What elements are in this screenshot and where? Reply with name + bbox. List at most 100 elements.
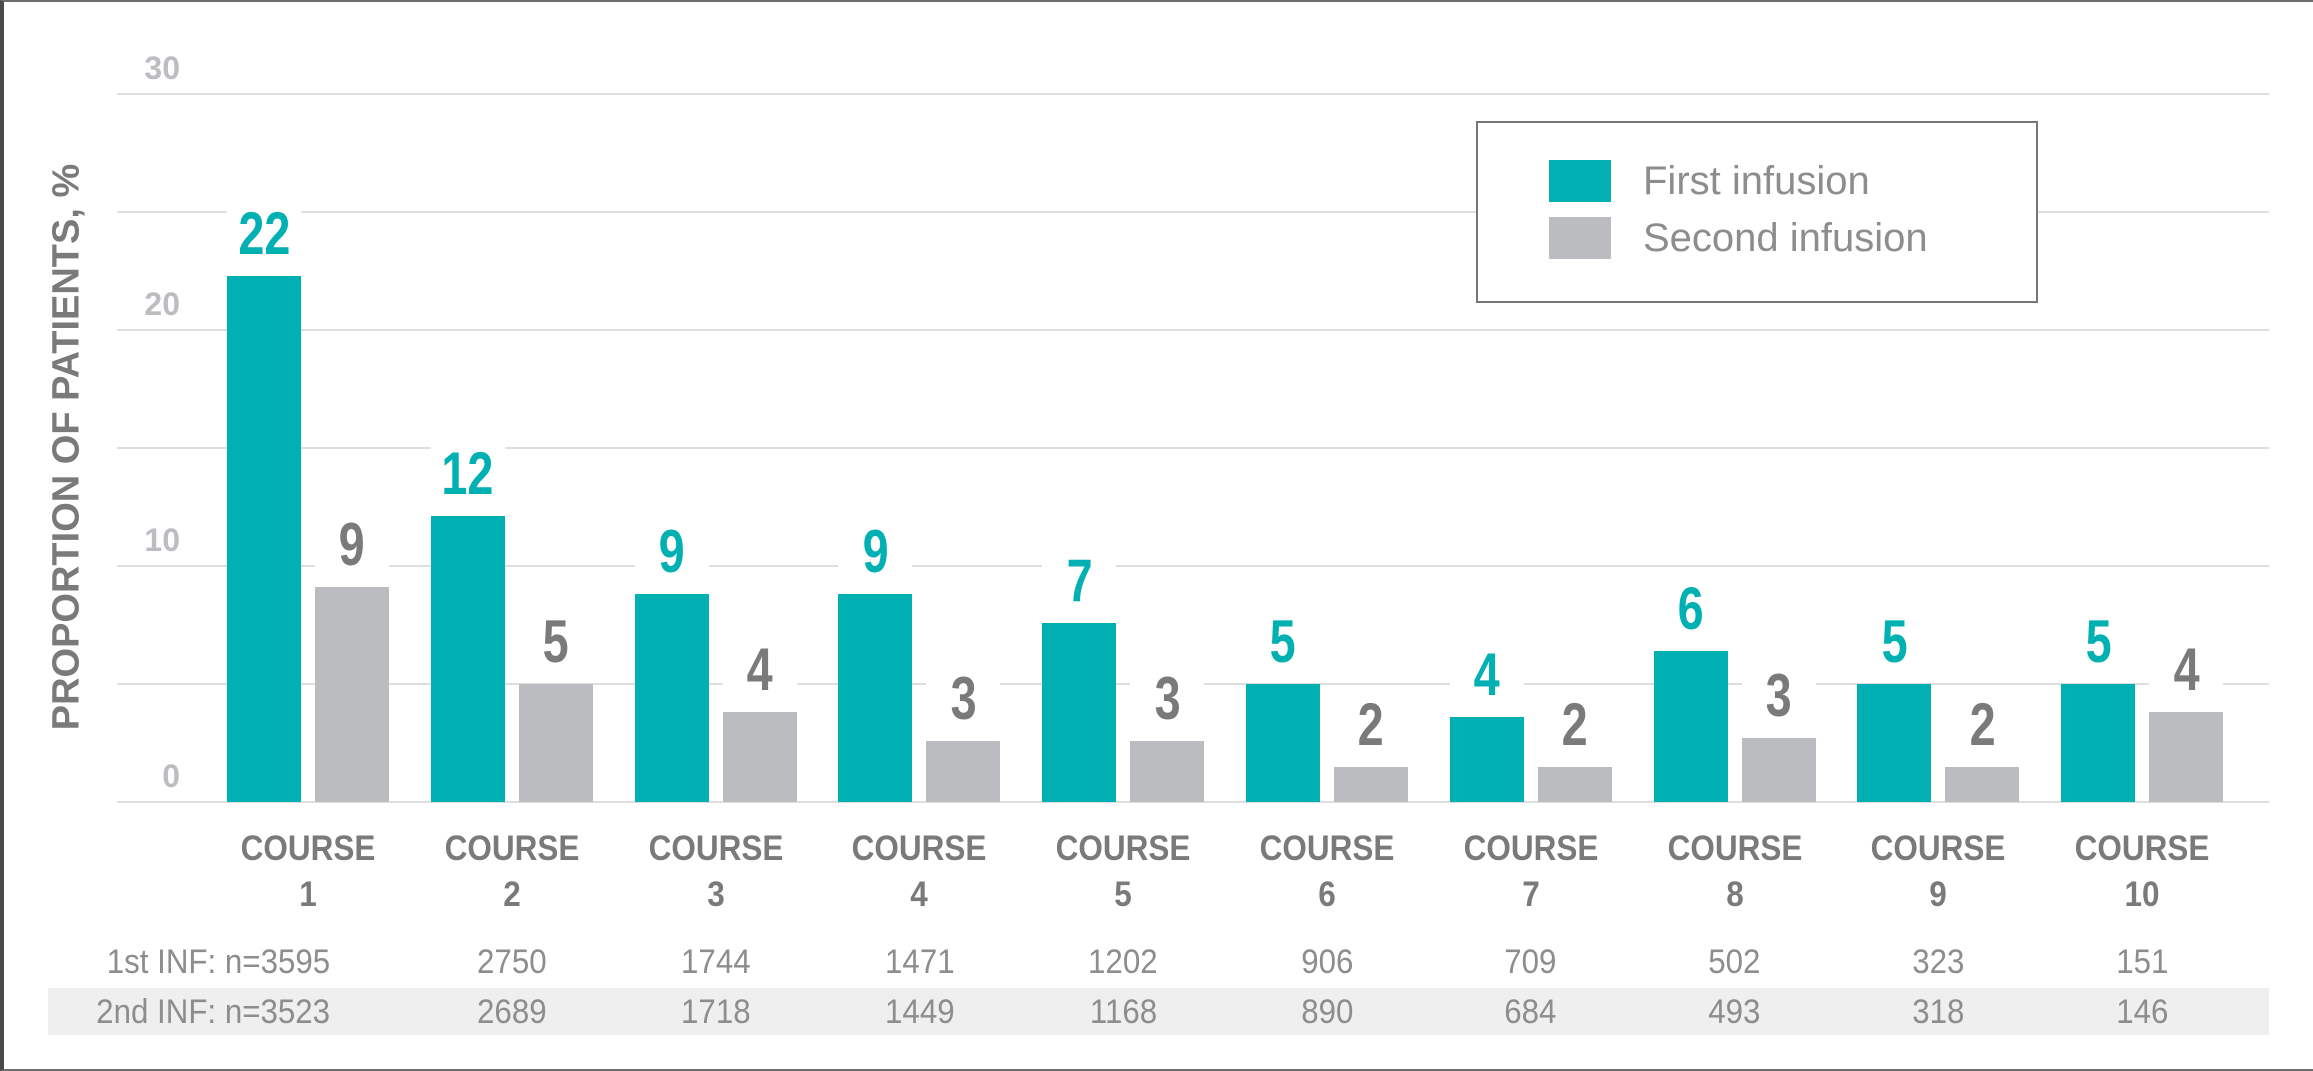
value-label-second-course-10: 4 — [2149, 640, 2224, 701]
value-label-second-course-8: 3 — [1741, 666, 1816, 727]
x-label-word: COURSE — [1259, 829, 1395, 868]
value-label-second-course-4: 3 — [926, 668, 1001, 729]
value-label-second-course-5: 3 — [1130, 668, 1205, 729]
x-label-course-6: COURSE 6 — [1225, 826, 1429, 918]
bar-first-course-2 — [430, 516, 505, 802]
gridline — [117, 447, 2269, 449]
legend-swatch-second-icon — [1549, 217, 1611, 259]
table-cell-row2-course-10: 146 — [2116, 993, 2169, 1031]
x-label-number: 5 — [1114, 875, 1132, 914]
legend: First infusion Second infusion — [1476, 121, 2038, 303]
table-cell-row1-course-3: 1744 — [680, 943, 751, 981]
value-label-first-course-2: 12 — [430, 444, 505, 505]
table-row-label-second: 2nd INF: n=3523 — [95, 993, 330, 1031]
bar-second-course-3 — [722, 712, 797, 802]
value-label-first-course-1: 22 — [227, 203, 301, 264]
legend-label-first: First infusion — [1643, 159, 1870, 203]
table-cell-row2-course-5: 1168 — [1089, 993, 1157, 1031]
x-label-course-8: COURSE 8 — [1633, 826, 1837, 918]
gridline — [117, 93, 2269, 95]
bar-second-course-9 — [1945, 766, 2020, 802]
x-label-course-5: COURSE 5 — [1021, 826, 1225, 918]
y-tick-label: 0 — [162, 758, 180, 794]
table-cell-row1-course-8: 502 — [1708, 943, 1761, 981]
x-label-course-10: COURSE 10 — [2040, 826, 2244, 918]
legend-swatch-first-icon — [1549, 160, 1611, 202]
x-label-number: 4 — [910, 875, 929, 914]
x-label-word: COURSE — [1871, 829, 2006, 868]
table-row-band — [48, 988, 2269, 1035]
x-label-number: 3 — [706, 875, 725, 914]
bar-second-course-10 — [2149, 712, 2224, 802]
value-label-first-course-5: 7 — [1042, 550, 1117, 611]
x-label-word: COURSE — [444, 829, 580, 868]
x-label-number: 1 — [299, 875, 317, 914]
x-label-number: 8 — [1725, 875, 1744, 914]
value-label-second-course-3: 4 — [722, 640, 797, 701]
value-label-first-course-6: 5 — [1246, 612, 1320, 672]
x-label-course-4: COURSE 4 — [817, 826, 1021, 918]
x-label-course-7: COURSE 7 — [1429, 826, 1633, 918]
bar-first-course-1 — [227, 275, 301, 802]
value-label-first-course-3: 9 — [634, 522, 709, 583]
gridline — [117, 801, 2269, 803]
table-cell-row2-course-4: 1449 — [884, 993, 955, 1031]
bar-second-course-6 — [1334, 766, 1408, 802]
x-label-number: 6 — [1318, 875, 1336, 914]
x-label-word: COURSE — [852, 829, 987, 868]
table-cell-row2-course-2: 2689 — [476, 993, 547, 1031]
x-label-word: COURSE — [648, 829, 783, 868]
value-label-first-course-9: 5 — [1857, 612, 1932, 672]
x-label-course-3: COURSE 3 — [614, 826, 818, 918]
table-cell-row1-course-2: 2750 — [476, 943, 547, 981]
x-label-word: COURSE — [2074, 829, 2210, 868]
table-cell-row2-course-6: 890 — [1300, 993, 1354, 1031]
value-label-first-course-8: 6 — [1653, 578, 1728, 639]
value-label-second-course-6: 2 — [1334, 694, 1408, 755]
bar-first-course-5 — [1042, 622, 1117, 802]
x-label-number: 7 — [1522, 875, 1540, 914]
table-cell-row1-course-10: 151 — [2116, 943, 2169, 981]
bar-second-course-2 — [518, 684, 593, 802]
table-cell-row1-course-4: 1471 — [884, 943, 955, 981]
y-tick-label: 10 — [144, 522, 180, 558]
bar-second-course-1 — [315, 587, 389, 802]
bar-second-course-4 — [926, 740, 1001, 802]
table-row-label-first: 1st INF: n=3595 — [106, 943, 331, 981]
bar-first-course-3 — [634, 594, 709, 802]
x-label-word: COURSE — [1667, 829, 1802, 868]
value-label-second-course-1: 9 — [315, 515, 389, 576]
bar-first-course-10 — [2061, 684, 2136, 802]
bar-first-course-7 — [1449, 717, 1524, 802]
table-cell-row2-course-8: 493 — [1708, 993, 1761, 1031]
bar-second-course-7 — [1537, 766, 1612, 802]
bar-first-course-6 — [1246, 684, 1320, 802]
legend-item-second: Second infusion — [1549, 217, 1928, 259]
bar-first-course-4 — [838, 594, 913, 802]
gridline — [117, 329, 2269, 331]
x-label-course-1: COURSE 1 — [206, 826, 410, 918]
table-cell-row1-course-5: 1202 — [1088, 943, 1158, 981]
table-cell-row1-course-9: 323 — [1912, 943, 1965, 981]
x-label-word: COURSE — [1463, 829, 1599, 868]
table-cell-row1-course-6: 906 — [1300, 943, 1354, 981]
value-label-second-course-2: 5 — [518, 612, 593, 672]
gridline — [117, 211, 2269, 213]
legend-item-first: First infusion — [1549, 160, 1870, 202]
value-label-first-course-10: 5 — [2061, 612, 2136, 672]
value-label-second-course-7: 2 — [1537, 694, 1612, 755]
table-cell-row1-course-7: 709 — [1504, 943, 1557, 981]
table-cell-row2-course-7: 684 — [1504, 993, 1557, 1031]
y-tick-label: 30 — [144, 50, 180, 86]
bar-second-course-8 — [1741, 738, 1816, 802]
bar-first-course-9 — [1857, 684, 1932, 802]
table-cell-row2-course-9: 318 — [1912, 993, 1965, 1031]
legend-label-second: Second infusion — [1643, 216, 1928, 260]
bar-first-course-8 — [1653, 650, 1728, 802]
x-label-word: COURSE — [1055, 829, 1191, 868]
value-label-second-course-9: 2 — [1945, 694, 2020, 755]
x-label-number: 10 — [2124, 875, 2160, 914]
table-cell-row2-course-3: 1718 — [680, 993, 751, 1031]
